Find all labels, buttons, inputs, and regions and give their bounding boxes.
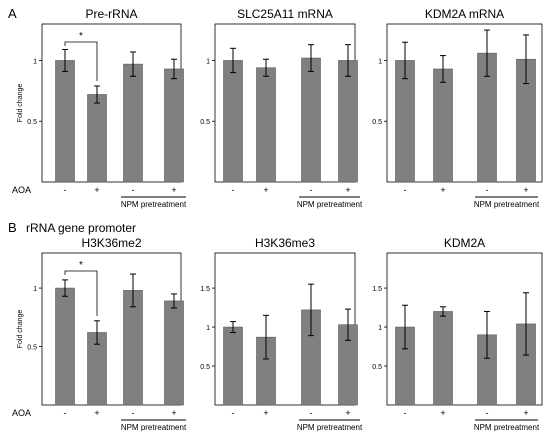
chart-title-5: KDM2A <box>444 236 485 250</box>
plot-frame-2 <box>386 23 543 183</box>
y-tick-label: 0.5 <box>372 364 382 371</box>
y-tick-label: 1 <box>378 58 382 65</box>
category-label: - <box>310 408 313 418</box>
category-label: - <box>232 185 235 195</box>
group-label: NPM pretreatment <box>297 423 363 431</box>
bar <box>123 290 143 406</box>
category-label: + <box>523 185 528 195</box>
y-tick-label: 1 <box>33 58 37 65</box>
significance-bracket <box>64 41 98 81</box>
category-label: - <box>486 408 489 418</box>
bar <box>164 68 184 183</box>
bar <box>55 60 75 183</box>
category-label: - <box>132 408 135 418</box>
y-tick-label: 1 <box>33 286 37 293</box>
bar <box>301 57 321 183</box>
y-tick-label: 1.5 <box>372 286 382 293</box>
category-label: - <box>310 185 313 195</box>
chart-title-4: H3K36me3 <box>255 236 315 250</box>
category-label: - <box>132 185 135 195</box>
group-label: NPM pretreatment <box>474 200 540 209</box>
charts-group: Pre-rRNA 0.5 1 Fold change - + - + NPM pretreatm… <box>12 7 543 431</box>
category-label: - <box>64 408 67 418</box>
category-label: + <box>171 408 176 418</box>
y-axis-label-3: Fold change <box>17 310 24 349</box>
chart-title-0: Pre-rRNA <box>85 7 137 21</box>
bar <box>87 94 107 183</box>
category-label: + <box>440 185 445 195</box>
y-tick-label: 0.5 <box>27 345 37 352</box>
plot-frame-5 <box>386 252 543 406</box>
y-tick-label: 0.5 <box>372 119 382 126</box>
significance-bracket <box>64 270 98 316</box>
row-label-aoa: AOA <box>12 408 31 418</box>
group-label: NPM pretreatment <box>121 200 187 209</box>
y-tick-label: 1 <box>378 325 382 332</box>
section-b-title: rRNA gene promoter <box>26 221 136 235</box>
bar <box>223 326 243 406</box>
group-label: NPM pretreatment <box>121 423 187 431</box>
category-label: + <box>94 408 99 418</box>
category-label: + <box>171 185 176 195</box>
y-tick-label: 0.5 <box>200 364 210 371</box>
bar <box>55 287 75 406</box>
y-axis-label-0: Fold change <box>17 84 24 123</box>
y-tick-label: 0.5 <box>200 119 210 126</box>
category-label: + <box>345 408 350 418</box>
category-label: - <box>64 185 67 195</box>
category-label: - <box>404 185 407 195</box>
chart-title-3: H3K36me2 <box>81 236 141 250</box>
significance-star: * <box>79 31 83 42</box>
category-label: - <box>232 408 235 418</box>
bar <box>123 63 143 183</box>
bar <box>223 60 243 183</box>
category-label: + <box>263 185 268 195</box>
y-tick-label: 1.5 <box>200 286 210 293</box>
panel-label-b: B <box>8 220 17 235</box>
bar <box>433 68 453 183</box>
bar <box>433 311 453 406</box>
category-label: - <box>404 408 407 418</box>
category-label: + <box>94 185 99 195</box>
y-tick-label: 0.5 <box>27 119 37 126</box>
bar <box>164 300 184 406</box>
category-label: + <box>440 408 445 418</box>
chart-title-1: SLC25A11 mRNA <box>237 7 333 21</box>
chart-title-2: KDM2A mRNA <box>425 7 504 21</box>
category-label: - <box>486 185 489 195</box>
category-label: + <box>263 408 268 418</box>
group-label: NPM pretreatment <box>474 423 540 431</box>
panel-label-a: A <box>8 6 17 21</box>
category-label: + <box>523 408 528 418</box>
group-label: NPM pretreatment <box>297 200 363 209</box>
category-label: + <box>345 185 350 195</box>
bar <box>338 60 358 183</box>
significance-star: * <box>79 260 83 271</box>
y-tick-label: 1 <box>206 58 210 65</box>
row-label-aoa: AOA <box>12 185 31 195</box>
bar <box>256 67 276 183</box>
y-tick-label: 1 <box>206 325 210 332</box>
